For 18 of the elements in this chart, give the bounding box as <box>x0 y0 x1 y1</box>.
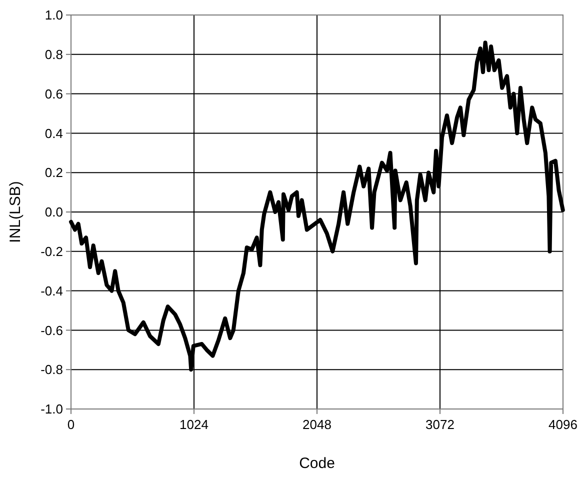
x-tick-label: 0 <box>67 417 75 432</box>
y-tick-label: -0.4 <box>40 283 63 298</box>
x-tick-label: 4096 <box>548 417 578 432</box>
y-tick-label: -0.2 <box>40 244 63 259</box>
y-tick-label: 0.6 <box>44 86 63 102</box>
y-tick-label: -0.8 <box>40 362 63 378</box>
y-tick-label: 0.4 <box>44 126 63 141</box>
y-axis-title: INL(LSB) <box>7 181 24 243</box>
y-tick-label: 0.2 <box>44 165 63 180</box>
y-tick-label: -1.0 <box>40 402 63 417</box>
x-tick-label: 3072 <box>426 417 454 432</box>
x-tick-label: 1024 <box>180 417 208 432</box>
y-tick-label: 0.0 <box>44 204 63 220</box>
x-axis-title: Code <box>299 455 335 472</box>
x-tick-label: 2048 <box>302 417 332 432</box>
y-tick-label: 1.0 <box>44 8 63 23</box>
y-tick-label: 0.8 <box>44 46 63 62</box>
y-tick-label: -0.6 <box>40 322 63 338</box>
